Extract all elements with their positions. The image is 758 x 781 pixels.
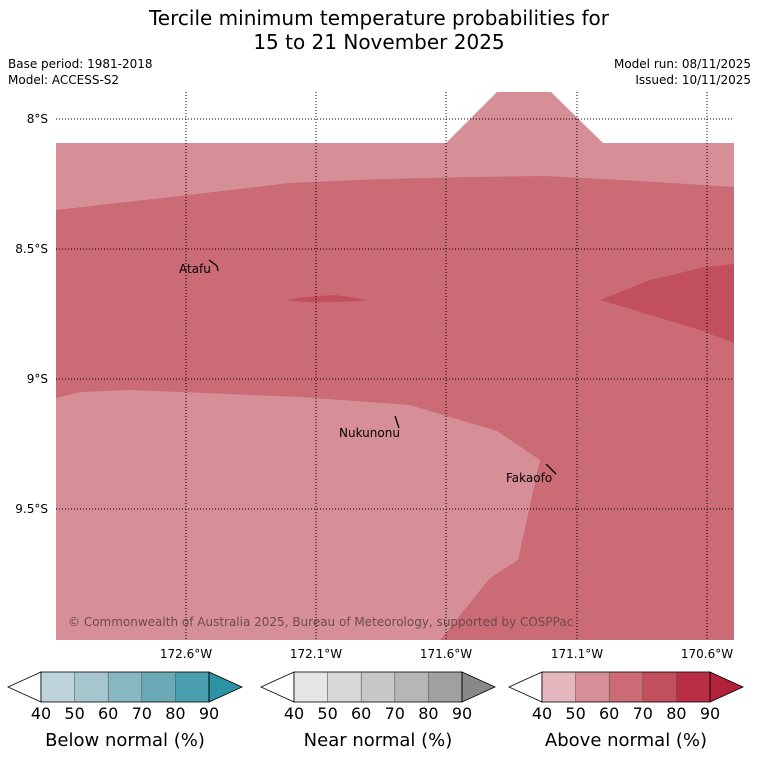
colorbar-tick-label: 50 [60, 704, 90, 723]
lat-label-9s: 9°S [27, 372, 48, 386]
colorbar-segment [576, 672, 610, 702]
colorbar-tick-label: 70 [127, 704, 157, 723]
colorbar-below-normal [8, 672, 242, 702]
colorbar-under-triangle [509, 672, 542, 702]
place-label-atafu: Atafu [179, 262, 211, 276]
copyright-notice: © Commonwealth of Australia 2025, Bureau… [68, 615, 573, 629]
colorbar-title: Above normal (%) [506, 730, 746, 751]
colorbar-over-triangle [710, 672, 743, 702]
colorbar-segment [643, 672, 677, 702]
colorbar-tick-label: 60 [93, 704, 123, 723]
colorbar-tick-label: 70 [380, 704, 410, 723]
colorbar-above-normal [509, 672, 743, 702]
colorbar-tick-label: 80 [413, 704, 443, 723]
colorbar-tick-label: 90 [194, 704, 224, 723]
colorbar-tick-label: 40 [279, 704, 309, 723]
colorbar-segment [328, 672, 362, 702]
colorbar-tick-label: 50 [561, 704, 591, 723]
colorbar-segment [609, 672, 643, 702]
lat-label-8s: 8°S [27, 112, 48, 126]
colorbar-over-triangle [209, 672, 242, 702]
lon-label-170-6w: 170.6°W [681, 647, 733, 661]
map-area [56, 92, 734, 640]
lat-label-8-5s: 8.5°S [15, 242, 48, 256]
colorbar-segment [428, 672, 462, 702]
region-50pct-north [446, 92, 603, 143]
colorbar-tick-label: 90 [447, 704, 477, 723]
colorbar-segment [175, 672, 209, 702]
colorbar-segment [676, 672, 710, 702]
colorbar-under-triangle [8, 672, 41, 702]
colorbar-segment [294, 672, 328, 702]
colorbar-under-triangle [261, 672, 294, 702]
colorbar-tick-label: 60 [594, 704, 624, 723]
colorbar-near-normal [261, 672, 495, 702]
lon-label-171-6w: 171.6°W [420, 647, 472, 661]
lon-label-171-1w: 171.1°W [551, 647, 603, 661]
colorbar-tick-label: 50 [313, 704, 343, 723]
colorbar-segment [542, 672, 576, 702]
colorbar-tick-label: 60 [346, 704, 376, 723]
colorbar-title: Below normal (%) [5, 730, 245, 751]
colorbar-title: Near normal (%) [258, 730, 498, 751]
place-label-fakaofo: Fakaofo [506, 471, 552, 485]
place-label-nukunonu: Nukunonu [339, 426, 400, 440]
colorbar-segment [361, 672, 395, 702]
colorbar-tick-label: 80 [160, 704, 190, 723]
colorbar-tick-label: 40 [527, 704, 557, 723]
colorbar-segment [395, 672, 429, 702]
colorbar-tick-label: 90 [695, 704, 725, 723]
colorbar-segment [108, 672, 142, 702]
lon-label-172-1w: 172.1°W [290, 647, 342, 661]
colorbar-tick-label: 70 [628, 704, 658, 723]
lat-label-9-5s: 9.5°S [15, 502, 48, 516]
lon-label-172-6w: 172.6°W [160, 647, 212, 661]
colorbar-tick-label: 80 [661, 704, 691, 723]
colorbar-over-triangle [462, 672, 495, 702]
colorbar-segment [41, 672, 75, 702]
colorbar-segment [75, 672, 109, 702]
colorbar-segment [142, 672, 176, 702]
colorbar-tick-label: 40 [26, 704, 56, 723]
